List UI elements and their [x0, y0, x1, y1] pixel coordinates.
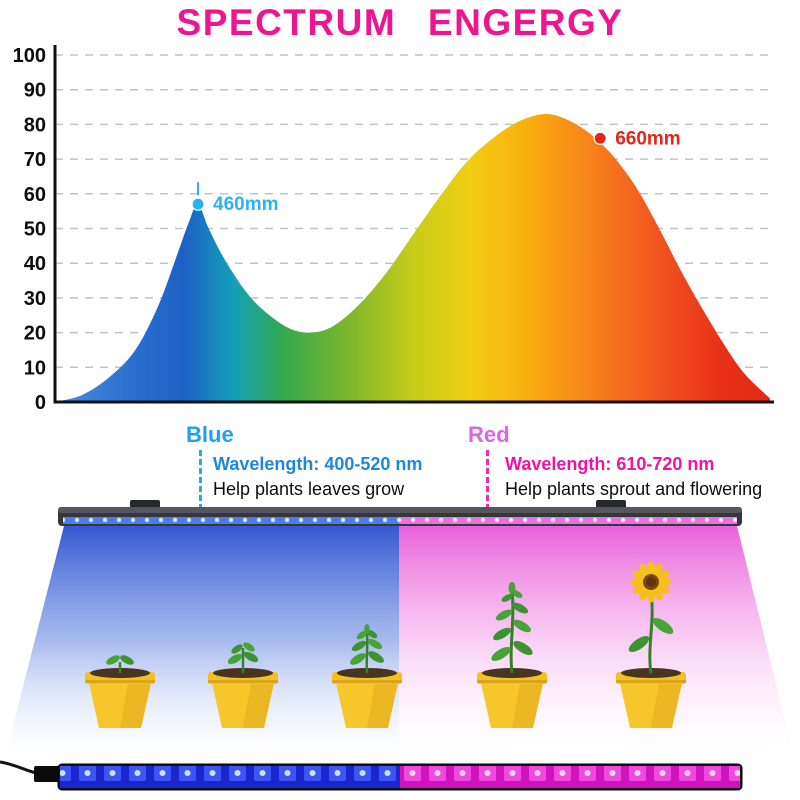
blue-wavelength-text: Wavelength: 400-520 nm — [213, 454, 423, 474]
plant-pot — [616, 668, 686, 728]
red-wavelength-text: Wavelength: 610-720 nm — [505, 454, 715, 474]
plants-row — [85, 561, 686, 728]
svg-text:70: 70 — [24, 149, 46, 171]
svg-text:10: 10 — [24, 357, 46, 379]
plant-pot — [477, 668, 547, 728]
svg-text:90: 90 — [24, 80, 46, 102]
potted-plant-stage-4 — [477, 582, 547, 728]
blue-description-text: Help plants leaves grow — [213, 479, 405, 499]
svg-text:30: 30 — [24, 288, 46, 310]
chart-axes — [53, 45, 774, 404]
led-strip — [0, 760, 743, 791]
red-description-text: Help plants sprout and flowering — [505, 479, 763, 499]
red-legend-title: Red — [468, 422, 510, 447]
y-axis-tick-labels: 0 10 20 30 40 50 60 70 80 90 100 — [13, 45, 46, 414]
sunflower — [628, 561, 674, 674]
spectrum-energy-chart: 0 10 20 30 40 50 60 70 80 90 100 460mm 660mm — [13, 45, 774, 414]
sunflower-bloom — [630, 561, 672, 603]
seedling — [227, 642, 259, 673]
sprout — [106, 655, 134, 673]
svg-text:20: 20 — [24, 323, 46, 345]
plant-pot — [208, 668, 278, 728]
svg-text:100: 100 — [13, 45, 46, 67]
svg-text:660mm: 660mm — [615, 128, 681, 149]
tall-plant — [491, 582, 533, 674]
svg-text:460mm: 460mm — [213, 194, 279, 215]
potted-plant-stage-2 — [208, 642, 278, 728]
strip-blue-half — [60, 766, 400, 788]
grow-light-bar — [58, 500, 742, 526]
potted-plant-stage-5-sunflower — [616, 561, 686, 728]
blue-light-beam — [6, 526, 399, 753]
pink-light-beam — [399, 526, 793, 753]
svg-text:40: 40 — [24, 253, 46, 275]
power-cable — [0, 760, 37, 775]
svg-text:0: 0 — [35, 392, 46, 414]
bar-blue-led-stripe — [63, 517, 399, 524]
red-legend: Red Wavelength: 610-720 nm Help plants s… — [468, 422, 798, 500]
strip-connector — [34, 766, 60, 782]
svg-text:80: 80 — [24, 114, 46, 136]
svg-text:50: 50 — [24, 219, 46, 241]
blue-legend-title: Blue — [186, 422, 234, 447]
grow-light-illustration — [0, 500, 793, 791]
spectrum-area-series — [55, 114, 770, 402]
potted-plant-stage-3 — [332, 624, 402, 728]
blue-legend: Blue Wavelength: 400-520 nm Help plants … — [186, 422, 516, 500]
chart-annotations: 460mm 660mm — [191, 128, 681, 215]
strip-pink-half — [400, 766, 740, 788]
bar-pink-led-stripe — [399, 517, 737, 524]
blue-connector-dashed-line — [199, 450, 202, 510]
red-connector-dashed-line — [486, 450, 489, 510]
young-plant — [350, 624, 384, 674]
potted-plant-stage-1 — [85, 655, 155, 728]
svg-text:60: 60 — [24, 184, 46, 206]
page-title: SPECTRUM ENGERGY — [176, 2, 624, 43]
